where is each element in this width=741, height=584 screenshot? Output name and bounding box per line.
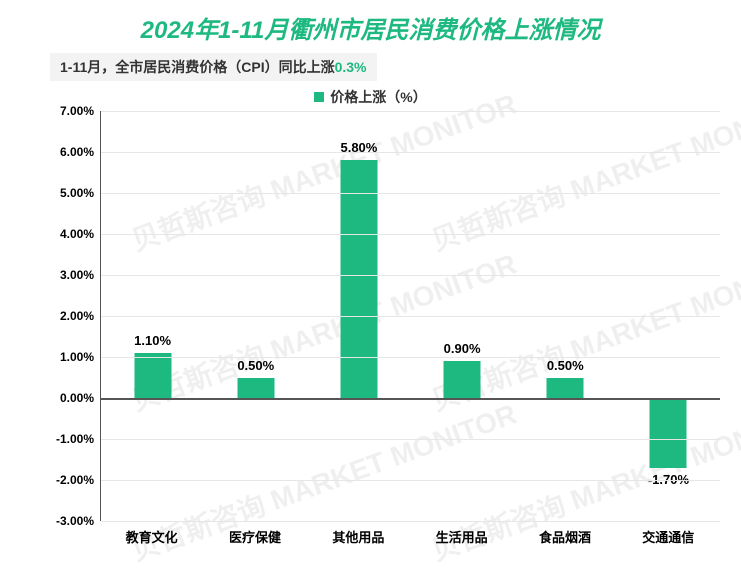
legend: 价格上涨（%） (20, 87, 721, 107)
gridline (101, 480, 720, 481)
y-tick: -2.00% (56, 473, 94, 487)
x-label: 食品烟酒 (513, 521, 616, 551)
x-label: 交通通信 (617, 521, 720, 551)
chart-area: 贝哲斯咨询 MARKET MONITOR 贝哲斯咨询 MARKET MONITO… (40, 111, 720, 551)
y-axis: -3.00%-2.00%-1.00%0.00%1.00%2.00%3.00%4.… (40, 111, 100, 521)
y-tick: 6.00% (60, 145, 94, 159)
bar-value-label: 0.50% (237, 358, 274, 373)
y-tick: 0.00% (60, 391, 94, 405)
gridline (101, 152, 720, 153)
subtitle-prefix: 1-11月，全市居民消费价格（CPI）同比上涨 (60, 59, 335, 75)
y-tick: 2.00% (60, 309, 94, 323)
legend-swatch (314, 92, 324, 102)
gridline (101, 316, 720, 317)
y-tick: -3.00% (56, 514, 94, 528)
y-tick: 4.00% (60, 227, 94, 241)
zero-line (101, 398, 720, 400)
bar-value-label: 1.10% (134, 333, 171, 348)
subtitle-box: 1-11月，全市居民消费价格（CPI）同比上涨0.3% (50, 53, 377, 81)
y-tick: 3.00% (60, 268, 94, 282)
legend-label: 价格上涨（%） (330, 87, 426, 107)
bar (547, 378, 584, 399)
gridline (101, 193, 720, 194)
bar (340, 160, 377, 398)
legend-item: 价格上涨（%） (314, 87, 426, 107)
bar (237, 378, 274, 399)
y-tick: 7.00% (60, 104, 94, 118)
x-label: 其他用品 (307, 521, 410, 551)
x-label: 医疗保健 (203, 521, 306, 551)
gridline (101, 275, 720, 276)
y-tick: 1.00% (60, 350, 94, 364)
chart-container: 2024年1-11月衢州市居民消费价格上涨情况 1-11月，全市居民消费价格（C… (0, 0, 741, 584)
bar (134, 353, 171, 398)
x-label: 生活用品 (410, 521, 513, 551)
gridline (101, 111, 720, 112)
chart-title: 2024年1-11月衢州市居民消费价格上涨情况 (20, 10, 721, 45)
x-label: 教育文化 (100, 521, 203, 551)
gridline (101, 234, 720, 235)
bar-value-label: 0.90% (444, 341, 481, 356)
bar (444, 361, 481, 398)
y-tick: -1.00% (56, 432, 94, 446)
y-tick: 5.00% (60, 186, 94, 200)
subtitle-highlight: 0.3% (335, 59, 367, 75)
x-axis: 教育文化医疗保健其他用品生活用品食品烟酒交通通信 (100, 521, 720, 551)
bar-value-label: 0.50% (547, 358, 584, 373)
plot-area: 1.10%0.50%5.80%0.90%0.50%-1.70% (100, 111, 720, 521)
gridline (101, 439, 720, 440)
bar (650, 398, 687, 468)
gridline (101, 357, 720, 358)
